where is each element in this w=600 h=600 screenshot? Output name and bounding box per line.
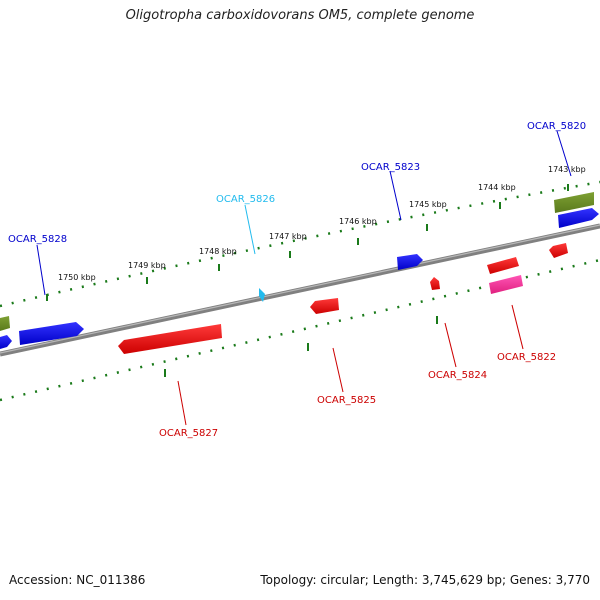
label-ocar-5820[interactable]: OCAR_5820 bbox=[527, 121, 586, 132]
gene-reverse-right-edge[interactable] bbox=[549, 243, 568, 258]
kbp-label-1748: 1748 kbp bbox=[199, 247, 237, 256]
genome-summary-text: Topology: circular; Length: 3,745,629 bp… bbox=[260, 573, 590, 587]
kbp-label-1750: 1750 kbp bbox=[58, 273, 96, 282]
leader-ocar-5826 bbox=[244, 204, 256, 255]
gene-ocar-5827[interactable] bbox=[118, 324, 222, 354]
accession-text: Accession: NC_011386 bbox=[9, 573, 146, 587]
leader-ocar-5820 bbox=[556, 130, 572, 177]
kbp-label-1745: 1745 kbp bbox=[409, 200, 447, 209]
gene-ocar-5822[interactable] bbox=[489, 275, 523, 294]
gene-forward-left-edge[interactable] bbox=[0, 335, 12, 349]
genome-backbone bbox=[0, 223, 600, 357]
label-ocar-5824[interactable]: OCAR_5824 bbox=[428, 370, 487, 381]
kbp-label-1746: 1746 kbp bbox=[339, 217, 377, 226]
gene-ocar-5826[interactable] bbox=[259, 288, 265, 302]
gene-forward-right-edge[interactable] bbox=[558, 208, 599, 228]
gene-ocar-5820[interactable] bbox=[554, 192, 594, 213]
label-ocar-5826[interactable]: OCAR_5826 bbox=[216, 194, 275, 205]
label-ocar-5828[interactable]: OCAR_5828 bbox=[8, 234, 67, 245]
leader-ocar-5824 bbox=[444, 322, 457, 368]
leader-ocar-5827 bbox=[177, 380, 187, 426]
gene-ocar-5822-upper[interactable] bbox=[487, 257, 519, 274]
gene-olive-left-edge[interactable] bbox=[0, 316, 10, 331]
leader-ocar-5825 bbox=[332, 347, 344, 393]
label-ocar-5823[interactable]: OCAR_5823 bbox=[361, 162, 420, 173]
kbp-major-ticks bbox=[46, 184, 569, 377]
gene-ocar-5825[interactable] bbox=[310, 298, 339, 314]
kbp-label-1743: 1743 kbp bbox=[548, 165, 586, 174]
leader-ocar-5822 bbox=[511, 304, 524, 350]
genome-title: Oligotropha carboxidovorans OM5, complet… bbox=[125, 8, 475, 23]
label-ocar-5822[interactable]: OCAR_5822 bbox=[497, 352, 556, 363]
label-ocar-5825[interactable]: OCAR_5825 bbox=[317, 395, 376, 406]
kbp-label-1744: 1744 kbp bbox=[478, 183, 516, 192]
label-ocar-5827[interactable]: OCAR_5827 bbox=[159, 428, 218, 439]
gene-ocar-5828[interactable] bbox=[19, 322, 84, 345]
gene-ocar-5823[interactable] bbox=[397, 254, 423, 270]
kbp-label-1747: 1747 kbp bbox=[269, 232, 307, 241]
leader-ocar-5823 bbox=[389, 170, 402, 221]
kbp-label-1749: 1749 kbp bbox=[128, 261, 166, 270]
leader-ocar-5828 bbox=[36, 244, 46, 296]
gene-ocar-5824[interactable] bbox=[430, 277, 440, 290]
